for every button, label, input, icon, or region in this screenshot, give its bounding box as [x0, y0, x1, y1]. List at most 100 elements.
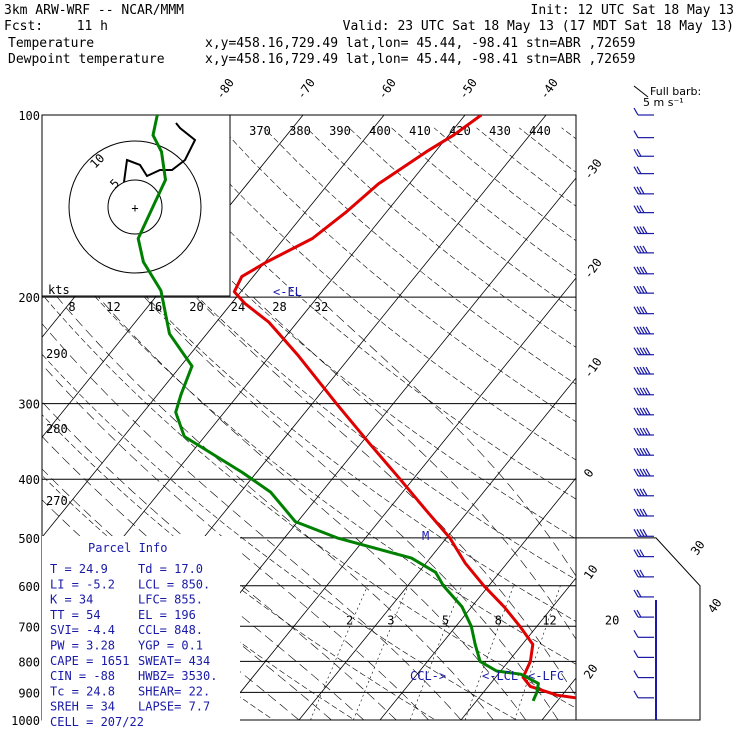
legend-dewpoint-info: x,y=458.16,729.49 lat,lon= 45.44, -98.41… [205, 52, 635, 67]
wind-barb-flag [636, 569, 642, 578]
isotherm-label: -10 [581, 355, 605, 381]
wind-barb-flag [642, 347, 648, 355]
hodograph-speed-tick: 28 [272, 300, 286, 314]
dry-adiabat-line [391, 127, 576, 277]
legend-temperature-info: x,y=458.16,729.49 lat,lon= 45.44, -98.41… [205, 36, 635, 51]
theta-label: 430 [489, 124, 511, 138]
annotation-label: <-LCL [482, 669, 518, 683]
mixing-ratio-label: 20 [605, 613, 619, 627]
hodograph-speed-tick: 24 [231, 300, 245, 314]
wind-barb-flag [633, 166, 639, 174]
parcel-info-right: EL = 196 [138, 608, 196, 622]
wind-barb-flag [633, 186, 639, 195]
wind-barb-flag [636, 549, 642, 557]
parcel-info-left: K = 34 [50, 593, 93, 607]
wind-barb-flag [633, 508, 639, 517]
wind-barb-flag [636, 407, 642, 416]
wind-barb-flag [642, 285, 648, 294]
moist-adiabat-line [195, 296, 576, 697]
dry-adiabat-line [518, 127, 576, 173]
dewpoint-trace [136, 115, 540, 702]
wind-barb-flag [639, 306, 645, 314]
valid-time: Valid: 23 UTC Sat 18 May 13 (17 MDT Sat … [343, 19, 734, 34]
wind-barb-flag [642, 326, 648, 335]
wind-barb-flag [639, 347, 645, 355]
dry-adiabat-line [42, 353, 518, 720]
dry-adiabat-line [433, 127, 576, 242]
wind-barb-flag [633, 589, 639, 598]
legend-temperature: Temperature [8, 36, 94, 51]
isotherm-label: -40 [537, 76, 561, 102]
hodograph-speed-tick: 8 [68, 300, 75, 314]
wind-barb-flag [639, 266, 645, 275]
hodograph-speed-tick: 32 [314, 300, 328, 314]
wind-barb-flag [642, 488, 648, 497]
parcel-info-title: Parcel Info [88, 541, 167, 555]
parcel-info-left: CAPE = 1651 [50, 654, 129, 668]
parcel-info-right: LAPSE= 7.7 [138, 700, 210, 714]
parcel-info-background [42, 536, 240, 726]
wind-barb-flag [642, 387, 648, 396]
wind-barb-flag [633, 266, 639, 275]
parcel-info-box: Parcel Info T = 24.9 Td = 17.0 LI = -5.2 LCL… [42, 536, 240, 729]
wind-barb-flag [642, 528, 648, 537]
sounding-traces [136, 115, 576, 702]
annotations: <-EL <-LCL <-LFC CCL-> M [273, 285, 564, 683]
hodograph-frame [41, 114, 231, 297]
moist-adiabat-line [317, 296, 576, 577]
hodograph-units: kts [48, 283, 70, 297]
wind-barb-flag [636, 205, 642, 213]
hodograph-speed-tick: 20 [189, 300, 203, 314]
annotation-label: M [422, 529, 429, 543]
parcel-info-left: TT = 54 [50, 608, 101, 622]
wind-barb-flag [639, 285, 645, 294]
dry-adiabat-line [561, 127, 576, 140]
wind-barb-flag [633, 549, 639, 557]
wind-barb-flag [639, 326, 645, 335]
mixing-ratio-label: 3 [387, 613, 394, 627]
isotherm-label: -80 [213, 76, 237, 102]
wind-barb-flag [633, 366, 639, 375]
wind-barb-flag [639, 366, 645, 375]
isotherm-label: -70 [294, 76, 318, 102]
wind-barb-flag [636, 306, 642, 314]
wind-barb-flag [633, 226, 639, 234]
pressure-tick-label: 400 [18, 473, 40, 487]
legend-dewpoint: Dewpoint temperature [8, 52, 165, 67]
hodograph-origin: + [131, 201, 138, 215]
parcel-info-right: SWEAT= 434 [138, 654, 210, 668]
mixing-ratio-label: 8 [495, 613, 502, 627]
wind-barb-flag [633, 347, 639, 355]
wind-barb-flag [633, 407, 639, 416]
wind-barb-flag [633, 130, 639, 138]
isotherm-label: -20 [581, 256, 605, 282]
wind-barb-flag [636, 326, 642, 335]
parcel-info-left: SREH = 34 [50, 700, 115, 714]
parcel-info-left: LI = -5.2 [50, 577, 115, 591]
dry-adiabat-line [50, 127, 576, 581]
wind-barb-flag [642, 245, 648, 254]
parcel-info-left: PW = 3.28 [50, 639, 115, 653]
wind-barb-flag [642, 226, 648, 234]
pressure-tick-label: 800 [18, 655, 40, 669]
dry-adiabat-line [42, 234, 576, 665]
isotherm-line [379, 477, 576, 720]
wind-barb-flag [639, 569, 645, 578]
pressure-tick-label: 500 [18, 532, 40, 546]
isotherm-label: 40 [705, 596, 725, 616]
wind-barb-flag [636, 468, 642, 477]
wind-legend-title: Full barb: [650, 85, 701, 98]
wind-barbs [633, 107, 657, 720]
dry-adiabat-line [178, 127, 576, 461]
parcel-info-right: Td = 17.0 [138, 562, 203, 576]
wind-barb-flag [642, 407, 648, 416]
wind-barb-flag [633, 650, 639, 658]
height-label: 280 [46, 422, 68, 436]
wind-barb-flag [645, 326, 651, 335]
mixing-ratio-label: 2 [346, 613, 353, 627]
theta-label: 400 [369, 124, 391, 138]
hodograph-trace [123, 122, 197, 183]
wind-barb-flag [633, 488, 639, 497]
wind-barb-flag [633, 447, 639, 456]
wind-barb-flag [636, 266, 642, 275]
